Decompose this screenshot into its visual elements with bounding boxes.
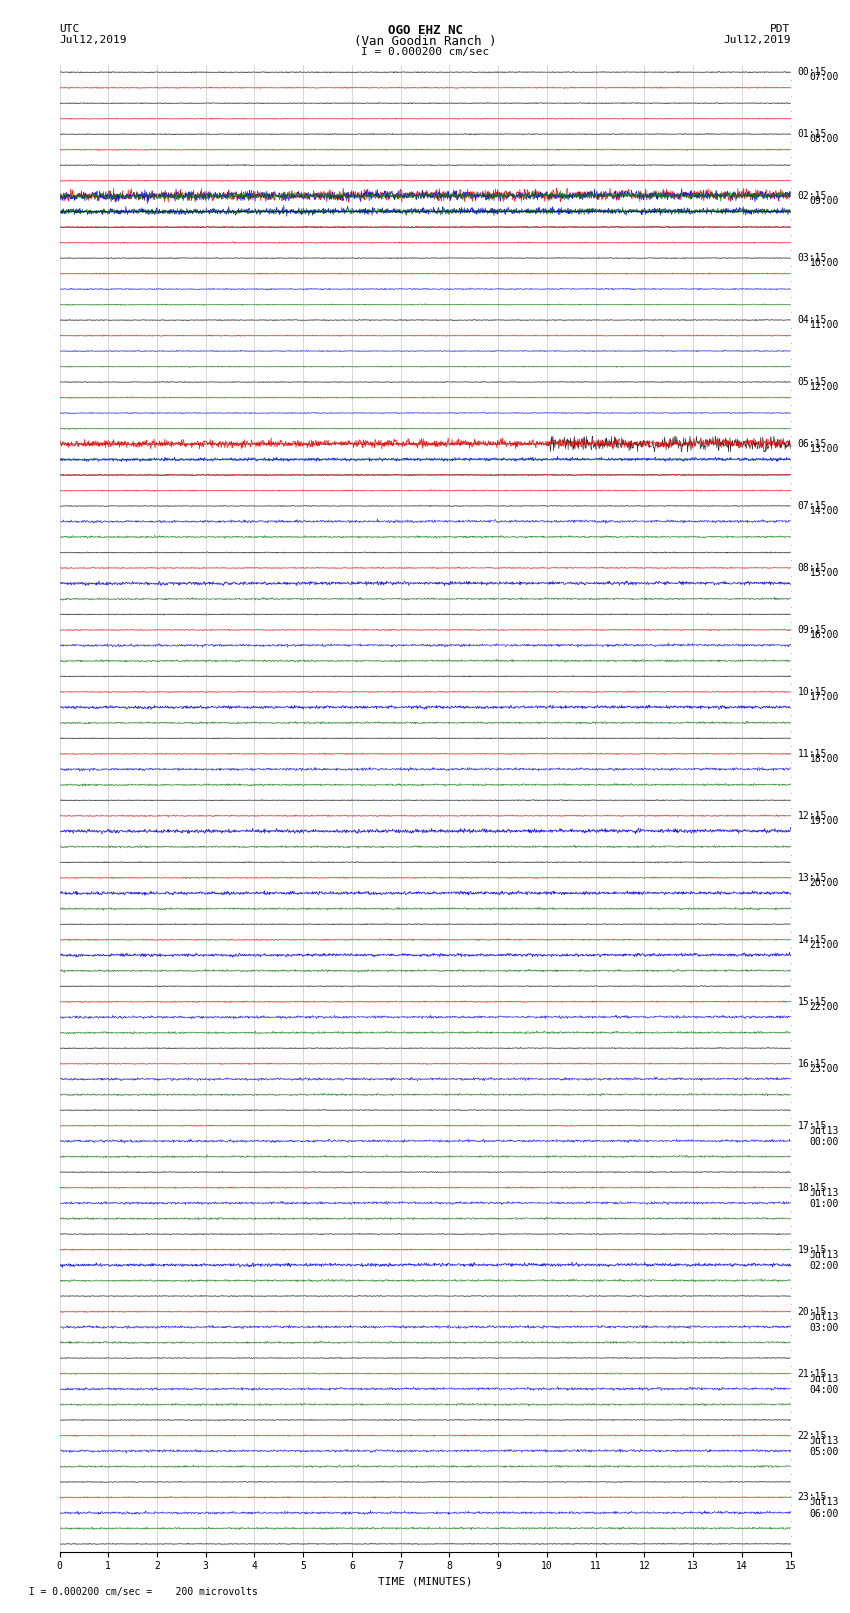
Text: 06:15: 06:15	[798, 439, 827, 448]
Text: 18:15: 18:15	[798, 1182, 827, 1192]
Y-axis label: 16:00: 16:00	[810, 631, 839, 640]
Text: 12:15: 12:15	[798, 811, 827, 821]
Text: 20:15: 20:15	[798, 1307, 827, 1316]
Text: UTC: UTC	[60, 24, 80, 34]
Text: 22:15: 22:15	[798, 1431, 827, 1440]
Text: 01:15: 01:15	[798, 129, 827, 139]
Y-axis label: 14:00: 14:00	[810, 506, 839, 516]
Text: 02:15: 02:15	[798, 192, 827, 202]
Y-axis label: 18:00: 18:00	[810, 753, 839, 765]
Text: 21:15: 21:15	[798, 1368, 827, 1379]
Y-axis label: Jul13
00:00: Jul13 00:00	[810, 1126, 839, 1147]
Y-axis label: 13:00: 13:00	[810, 444, 839, 455]
Text: 08:15: 08:15	[798, 563, 827, 573]
Text: 23:15: 23:15	[798, 1492, 827, 1502]
Text: 14:15: 14:15	[798, 936, 827, 945]
Y-axis label: 23:00: 23:00	[810, 1063, 839, 1074]
Y-axis label: 17:00: 17:00	[810, 692, 839, 702]
Text: 17:15: 17:15	[798, 1121, 827, 1131]
X-axis label: TIME (MINUTES): TIME (MINUTES)	[377, 1578, 473, 1587]
Text: 07:15: 07:15	[798, 502, 827, 511]
Y-axis label: Jul13
02:00: Jul13 02:00	[810, 1250, 839, 1271]
Text: 19:15: 19:15	[798, 1245, 827, 1255]
Y-axis label: 09:00: 09:00	[810, 197, 839, 206]
Text: (Van Goodin Ranch ): (Van Goodin Ranch )	[354, 35, 496, 48]
Y-axis label: 12:00: 12:00	[810, 382, 839, 392]
Text: 03:15: 03:15	[798, 253, 827, 263]
Y-axis label: 20:00: 20:00	[810, 877, 839, 887]
Text: Jul12,2019: Jul12,2019	[60, 35, 127, 45]
Y-axis label: 21:00: 21:00	[810, 940, 839, 950]
Y-axis label: Jul13
06:00: Jul13 06:00	[810, 1497, 839, 1519]
Text: 13:15: 13:15	[798, 873, 827, 882]
Y-axis label: 10:00: 10:00	[810, 258, 839, 268]
Text: 05:15: 05:15	[798, 377, 827, 387]
Y-axis label: 08:00: 08:00	[810, 134, 839, 144]
Text: 00:15: 00:15	[798, 68, 827, 77]
Text: PDT: PDT	[770, 24, 790, 34]
Text: 15:15: 15:15	[798, 997, 827, 1007]
Y-axis label: Jul13
03:00: Jul13 03:00	[810, 1311, 839, 1334]
Y-axis label: 11:00: 11:00	[810, 319, 839, 331]
Y-axis label: Jul13
01:00: Jul13 01:00	[810, 1187, 839, 1210]
Text: 10:15: 10:15	[798, 687, 827, 697]
Y-axis label: Jul13
04:00: Jul13 04:00	[810, 1374, 839, 1395]
Text: 04:15: 04:15	[798, 315, 827, 326]
Text: I = 0.000200 cm/sec: I = 0.000200 cm/sec	[361, 47, 489, 56]
Text: OGO EHZ NC: OGO EHZ NC	[388, 24, 462, 37]
Y-axis label: 22:00: 22:00	[810, 1002, 839, 1011]
Y-axis label: 07:00: 07:00	[810, 73, 839, 82]
Text: Jul12,2019: Jul12,2019	[723, 35, 791, 45]
Text: 16:15: 16:15	[798, 1058, 827, 1069]
Text: 09:15: 09:15	[798, 624, 827, 636]
Text: 11:15: 11:15	[798, 748, 827, 758]
Y-axis label: Jul13
05:00: Jul13 05:00	[810, 1436, 839, 1457]
Text: I = 0.000200 cm/sec =    200 microvolts: I = 0.000200 cm/sec = 200 microvolts	[17, 1587, 258, 1597]
Y-axis label: 19:00: 19:00	[810, 816, 839, 826]
Y-axis label: 15:00: 15:00	[810, 568, 839, 577]
